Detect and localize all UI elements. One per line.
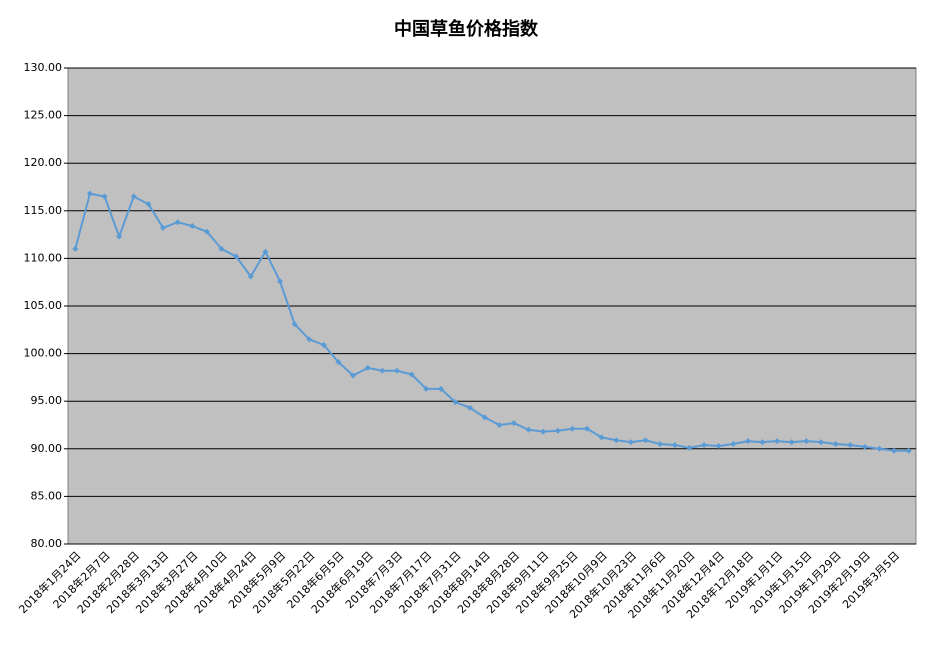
marker — [101, 193, 108, 200]
marker — [584, 425, 591, 432]
y-tick-label: 110.00 — [24, 251, 63, 264]
marker — [350, 372, 357, 379]
marker — [657, 441, 664, 448]
marker — [847, 441, 854, 448]
marker — [189, 223, 196, 230]
y-tick-label: 120.00 — [24, 156, 63, 169]
marker — [569, 425, 576, 432]
marker — [437, 385, 444, 392]
y-tick-label: 95.00 — [31, 394, 63, 407]
marker — [277, 278, 283, 285]
marker — [247, 273, 254, 280]
marker — [291, 321, 298, 328]
marker — [759, 439, 766, 446]
marker — [423, 385, 430, 392]
y-tick-label: 90.00 — [31, 442, 63, 455]
line — [74, 192, 909, 452]
marker — [598, 434, 605, 441]
marker — [203, 228, 210, 235]
marker — [335, 359, 342, 366]
marker — [774, 438, 781, 445]
marker — [671, 441, 678, 448]
marker — [130, 193, 137, 200]
marker — [788, 439, 795, 446]
marker — [510, 420, 517, 427]
y-tick-label: 100.00 — [24, 347, 63, 360]
marker — [393, 367, 400, 374]
y-tick-label: 105.00 — [24, 299, 63, 312]
marker — [408, 371, 415, 378]
marker — [861, 443, 868, 450]
marker — [832, 441, 839, 448]
marker — [72, 245, 79, 252]
marker — [262, 248, 269, 255]
marker — [715, 442, 722, 449]
marker — [744, 438, 751, 445]
marker — [116, 233, 123, 240]
marker — [86, 190, 93, 197]
marker — [627, 439, 634, 446]
marker — [481, 414, 488, 421]
marker — [730, 441, 737, 448]
marker — [379, 367, 386, 374]
marker — [891, 447, 898, 454]
marker — [467, 404, 474, 411]
y-tick-label: 85.00 — [31, 489, 63, 502]
marker — [905, 447, 912, 454]
marker — [540, 428, 547, 435]
marker — [306, 336, 313, 343]
y-tick-label: 130.00 — [24, 61, 63, 74]
marker — [613, 437, 620, 444]
marker — [233, 253, 240, 260]
chart-title: 中国草鱼价格指数 — [394, 18, 539, 40]
y-tick-label: 125.00 — [24, 109, 63, 122]
marker — [452, 399, 459, 406]
y-tick-label: 115.00 — [24, 204, 63, 217]
marker — [218, 245, 225, 252]
marker — [817, 439, 824, 446]
marker — [174, 219, 181, 226]
y-tick-label: 80.00 — [31, 537, 63, 550]
marker — [145, 201, 152, 208]
marker — [642, 437, 649, 444]
marker — [160, 224, 167, 231]
marker — [496, 422, 503, 428]
marker — [525, 426, 532, 433]
marker — [686, 444, 693, 451]
marker — [554, 427, 561, 434]
marker — [803, 438, 810, 445]
marker — [364, 364, 371, 371]
marker — [701, 441, 707, 448]
marker — [876, 445, 883, 452]
marker — [320, 342, 327, 349]
